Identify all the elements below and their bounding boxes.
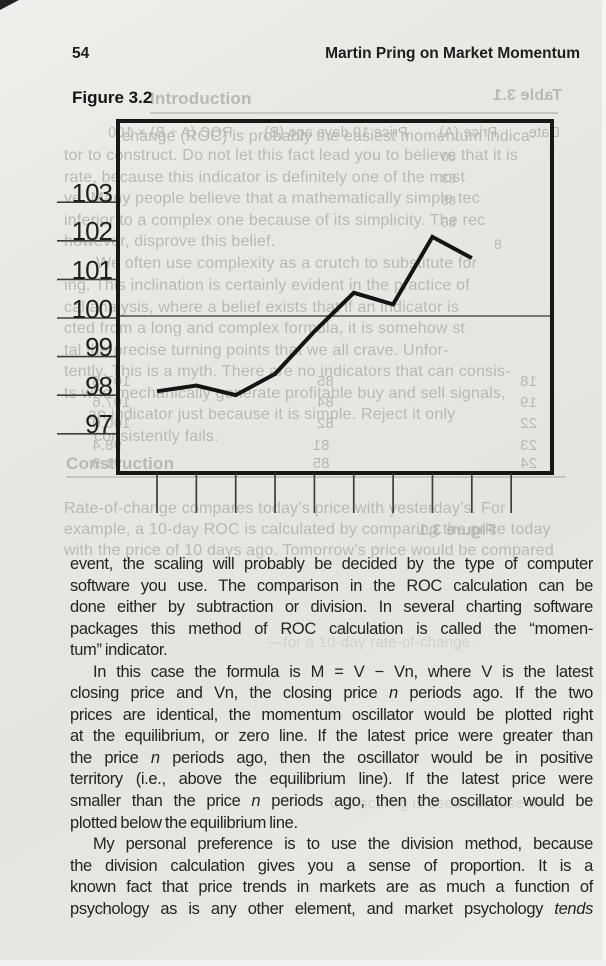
body-line: done either by subtraction or division. …: [70, 598, 593, 620]
body-text: event, the scaling will probably be deci…: [70, 555, 593, 921]
y-axis-label: 100: [71, 293, 113, 324]
page-number: 54: [72, 45, 90, 62]
page-right-edge: [602, 0, 606, 966]
body-italic-run: n: [150, 748, 160, 767]
ghost-text-line: d of scaling is used because the: [330, 795, 550, 812]
body-text-run: the division calculation gives you a sen…: [70, 856, 593, 875]
ghost-text-line: tently. This is a myth. There are no ind…: [64, 363, 511, 380]
ghost-text-line: consistently fails.: [94, 428, 219, 445]
page-bottom-edge: [0, 960, 606, 966]
body-text-run: psychology as is any other element, and …: [70, 899, 555, 918]
body-text-run: closing price and Vn, the closing price: [70, 684, 389, 703]
ghost-text-line: 52: [97, 902, 115, 919]
ghost-text-line: ts who mechanically generate profitable …: [64, 385, 506, 402]
ghost-text-line: ve. Many people believe that a mathemati…: [64, 190, 480, 207]
body-text-run: periods ago. If the two: [397, 684, 593, 703]
body-italic-run: n: [388, 684, 398, 703]
body-line: prices are identical, the momentum oscil…: [70, 706, 593, 728]
body-text-run: software you use. The comparison in the …: [70, 576, 593, 595]
ghost-text-line: example, a 10-day ROC is calculated by c…: [64, 521, 551, 538]
body-text-run: known fact that price trends in markets …: [70, 878, 593, 897]
ghost-text-line: however, disprove this belief.: [64, 233, 276, 250]
page-corner-mark: [0, 0, 19, 10]
ghost-text-line: 8: [494, 236, 502, 252]
ghost-text-line: cted from a long and complex formula, it…: [64, 320, 466, 337]
ghost-text-line: Introduction: [150, 89, 252, 108]
body-text-run: territory (i.e., above the equilibrium l…: [70, 770, 593, 789]
body-line: smaller than the price n periods ago, th…: [70, 792, 593, 814]
body-italic-run: tends: [554, 899, 593, 918]
body-text-run: smaller than the price: [70, 792, 252, 811]
body-line: software you use. The comparison in the …: [70, 577, 593, 599]
y-axis-label: 101: [71, 254, 113, 285]
body-text-run: My personal preference is to use the div…: [93, 835, 593, 854]
ghost-text-line: change (ROC) is probably the easiest mom…: [122, 128, 536, 145]
ghost-text-line: with the price of 10 days ago. Tomorrow’…: [64, 542, 554, 559]
ghost-heading-rule: [150, 112, 558, 114]
body-line: event, the scaling will probably be deci…: [70, 555, 593, 577]
body-text-run: In this case the formula is M = V − Vn, …: [93, 662, 593, 681]
body-text-run: event, the scaling will probably be deci…: [70, 555, 593, 573]
body-text-run: plotted below the equilibrium line.: [70, 813, 298, 832]
chart-frame: [116, 119, 554, 475]
body-line: tum” indicator.: [70, 641, 593, 663]
body-line: plotted below the equilibrium line.: [70, 814, 593, 836]
body-line: In this case the formula is M = V − Vn, …: [70, 663, 593, 685]
body-line: closing price and Vn, the closing price …: [70, 684, 593, 706]
y-axis-label: 102: [71, 216, 113, 247]
y-axis-label: 97: [85, 409, 113, 440]
y-axis-label: 98: [85, 370, 113, 401]
body-line: at the equilibrium, or zero line. If the…: [70, 727, 593, 749]
body-text-run: at the equilibrium, or zero line. If the…: [70, 727, 593, 746]
figure-label: Figure 3.2: [72, 88, 153, 107]
ghost-text-line: —for a 10-day rate-of-change.: [268, 634, 475, 651]
body-line: My personal preference is to use the div…: [70, 835, 593, 857]
body-text-run: periods ago, then the oscillator would b…: [260, 792, 593, 811]
body-text-run: the price: [70, 748, 151, 767]
y-axis-label: 99: [85, 332, 113, 363]
running-head-title: Martin Pring on Market Momentum: [325, 45, 580, 62]
ghost-heading-rule: [66, 476, 566, 478]
body-line: packages this method of ROC calculation …: [70, 620, 593, 642]
body-text-run: tum” indicator.: [70, 641, 168, 660]
body-line: territory (i.e., above the equilibrium l…: [70, 770, 593, 792]
body-text-run: periods ago, then the oscillator would b…: [159, 748, 594, 767]
ghost-text-line: Rate-of-change compares today’s price wi…: [64, 500, 506, 517]
ghost-text-line: tal the precise turning points that we a…: [64, 342, 449, 359]
body-text-run: packages this method of ROC calculation …: [70, 619, 593, 638]
body-line: psychology as is any other element, and …: [70, 900, 593, 922]
body-line: the division calculation gives you a sen…: [70, 857, 593, 879]
ghost-text-line: inferior to a complex one because of its…: [64, 212, 486, 229]
ghost-text-line: rate, because this indicator is definite…: [64, 169, 466, 186]
y-axis-label: 103: [71, 177, 113, 208]
ghost-text-line: tor to construct. Do not let this fact l…: [64, 147, 519, 164]
body-text-run: done either by subtraction or division. …: [70, 598, 593, 617]
body-italic-run: n: [251, 792, 261, 811]
body-line: the price n periods ago, then the oscill…: [70, 749, 593, 771]
body-text-run: prices are identical, the momentum oscil…: [70, 705, 593, 724]
ghost-text-line: an indicator just because it is simple. …: [88, 406, 456, 423]
figure-chart: [57, 119, 554, 513]
price-line: [156, 234, 473, 398]
body-line: known fact that price trends in markets …: [70, 878, 593, 900]
